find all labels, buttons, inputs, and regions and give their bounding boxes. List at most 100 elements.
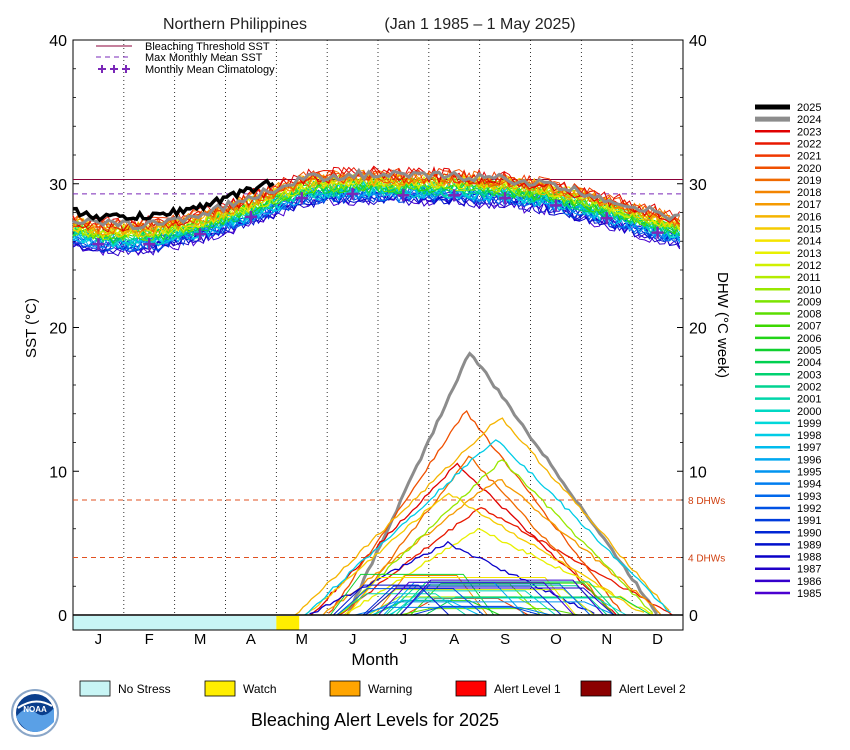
year-legend-label: 2003 bbox=[797, 369, 821, 381]
alert-bar-segment bbox=[73, 616, 277, 630]
year-legend-label: 1994 bbox=[797, 479, 821, 491]
alert-legend-label: Watch bbox=[243, 682, 277, 696]
climatology-marker bbox=[244, 210, 257, 223]
year-legend-label: 2001 bbox=[797, 394, 821, 406]
year-legend-label: 2020 bbox=[797, 163, 821, 175]
climatology-marker bbox=[549, 199, 562, 212]
climatology-marker bbox=[448, 189, 461, 202]
y-tick-label-right: 0 bbox=[689, 608, 698, 625]
month-tick-label: N bbox=[601, 631, 612, 648]
year-legend-label: 1985 bbox=[797, 588, 821, 600]
year-legend-label: 1988 bbox=[797, 552, 821, 564]
dhw-line-2004 bbox=[425, 596, 652, 616]
alert-level-legend: No Stress Watch Warning Alert Level 1 Alert … bbox=[79, 680, 686, 697]
dhw-reference-label: 4 DHWs bbox=[688, 554, 725, 565]
year-legend-label: 1989 bbox=[797, 539, 821, 551]
chart-subtitle: (Jan 1 1985 – 1 May 2025) bbox=[384, 16, 575, 33]
climatology-marker bbox=[651, 226, 664, 239]
y-tick-label-left: 10 bbox=[49, 464, 67, 481]
year-legend-label: 2010 bbox=[797, 284, 821, 296]
year-legend-label: 2024 bbox=[797, 114, 821, 126]
year-legend-label: 2016 bbox=[797, 211, 821, 223]
legend-label: Max Monthly Mean SST bbox=[145, 52, 263, 64]
sst-line-2025 bbox=[72, 178, 275, 223]
noaa-logo: NOAA bbox=[11, 689, 59, 737]
year-legend-label: 1991 bbox=[797, 515, 821, 527]
alert-bar-segment bbox=[276, 616, 300, 630]
alert-legend-label: Warning bbox=[368, 682, 412, 696]
noaa-logo-text: NOAA bbox=[23, 705, 47, 714]
climatology-marker bbox=[397, 189, 410, 202]
dhw-line-2017 bbox=[322, 479, 661, 616]
legend-label: Bleaching Threshold SST bbox=[145, 41, 270, 53]
year-legend-label: 1987 bbox=[797, 564, 821, 576]
alert-legend-swatch bbox=[580, 680, 612, 697]
year-legend-label: 1996 bbox=[797, 454, 821, 466]
year-legend-label: 2004 bbox=[797, 357, 821, 369]
alert-legend-swatch bbox=[455, 680, 487, 697]
year-legend: 2025202420232022202120202019201820172016… bbox=[755, 102, 821, 600]
year-legend-label: 2005 bbox=[797, 345, 821, 357]
y-tick-label-right: 30 bbox=[689, 177, 707, 194]
legend-climatology-swatch bbox=[122, 65, 130, 73]
year-legend-label: 2023 bbox=[797, 126, 821, 138]
dhw-line-1993 bbox=[399, 583, 591, 616]
dhw-line-2018 bbox=[374, 574, 488, 616]
year-legend-label: 2007 bbox=[797, 321, 821, 333]
y-tick-label-left: 0 bbox=[58, 608, 67, 625]
year-legend-label: 2019 bbox=[797, 175, 821, 187]
month-tick-label: A bbox=[449, 631, 459, 648]
year-legend-label: 2022 bbox=[797, 138, 821, 150]
dhw-line-2015 bbox=[306, 492, 645, 615]
dhw-line-1992 bbox=[336, 588, 485, 616]
month-tick-label: J bbox=[95, 631, 103, 648]
month-tick-label: A bbox=[246, 631, 256, 648]
y-axis-label-right: DHW (°C week) bbox=[714, 272, 731, 378]
alert-legend-label: Alert Level 2 bbox=[619, 682, 686, 696]
climatology-marker bbox=[143, 238, 156, 251]
year-legend-label: 2009 bbox=[797, 296, 821, 308]
dhw-line-1995 bbox=[363, 601, 616, 616]
dhw-line-1988 bbox=[309, 540, 595, 615]
dhw-line-2010 bbox=[339, 459, 654, 615]
climatology-marker bbox=[92, 238, 105, 251]
year-legend-label: 2015 bbox=[797, 224, 821, 236]
y-tick-label-left: 20 bbox=[49, 321, 67, 338]
dhw-line-1991 bbox=[412, 605, 541, 616]
year-legend-label: 1986 bbox=[797, 576, 821, 588]
sst-line-1990 bbox=[72, 188, 680, 253]
climatology-marker bbox=[499, 192, 512, 205]
climatology-marker bbox=[600, 212, 613, 225]
x-axis-label: Month bbox=[351, 650, 398, 669]
alert-legend-label: Alert Level 1 bbox=[494, 682, 561, 696]
y-tick-label-right: 40 bbox=[689, 33, 707, 50]
alert-legend-caption: Bleaching Alert Levels for 2025 bbox=[251, 710, 499, 730]
month-tick-label: S bbox=[500, 631, 510, 648]
alert-legend-swatch bbox=[79, 680, 111, 697]
year-legend-label: 2002 bbox=[797, 381, 821, 393]
month-tick-label: J bbox=[400, 631, 408, 648]
year-legend-label: 1990 bbox=[797, 527, 821, 539]
dhw-line-1986 bbox=[399, 579, 604, 616]
year-legend-label: 2006 bbox=[797, 333, 821, 345]
sst-line-1987 bbox=[72, 189, 681, 255]
dhw-line-1985 bbox=[378, 581, 575, 616]
month-tick-label: D bbox=[652, 631, 663, 648]
dhw-line-1987 bbox=[365, 587, 615, 616]
dhw-line-2005 bbox=[329, 573, 495, 616]
dhw-line-1998 bbox=[304, 439, 672, 616]
alert-legend-swatch bbox=[329, 680, 361, 697]
y-tick-label-left: 30 bbox=[49, 177, 67, 194]
legend-label: Monthly Mean Climatology bbox=[145, 64, 275, 76]
year-legend-label: 2018 bbox=[797, 187, 821, 199]
dhw-line-2013 bbox=[343, 527, 654, 616]
alert-bar-frame bbox=[72, 614, 684, 631]
year-legend-label: 1999 bbox=[797, 418, 821, 430]
month-tick-label: F bbox=[145, 631, 154, 648]
alert-legend-swatch bbox=[204, 680, 236, 697]
year-legend-label: 2000 bbox=[797, 406, 821, 418]
dhw-line-1999 bbox=[388, 597, 627, 616]
dhw-line-2024 bbox=[346, 351, 659, 615]
y-tick-label-right: 10 bbox=[689, 464, 707, 481]
